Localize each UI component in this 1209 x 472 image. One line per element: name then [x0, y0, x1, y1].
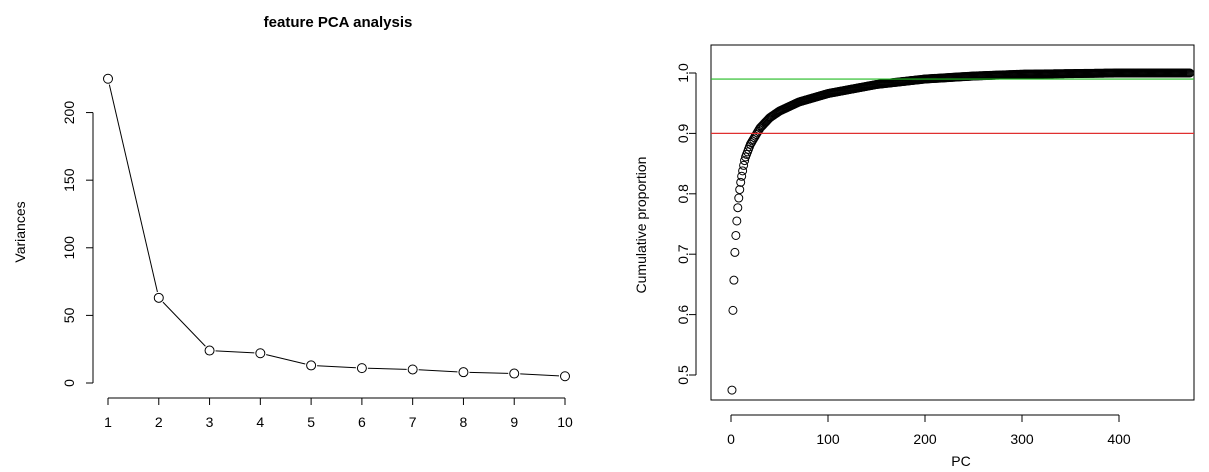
cumulative-plot-axes [689, 72, 1120, 422]
cumulative-plot-tick-labels: 0 100 200 300 400 0.5 0.6 0.7 0.8 0.9 1.0 [675, 63, 1131, 447]
cumulative-point [730, 247, 740, 257]
x-tick-label: 400 [1107, 431, 1131, 447]
cumulative-plot-marks [727, 68, 1195, 395]
cumulative-point [1185, 68, 1195, 78]
cumulative-point [731, 230, 741, 240]
y-tick-label: 0.6 [675, 305, 691, 325]
y-tick-label: 0 [61, 379, 77, 387]
y-tick-label: 200 [61, 101, 77, 125]
variance-point [560, 371, 570, 382]
variance-line-segment [367, 367, 407, 370]
x-tick-label: 3 [206, 414, 214, 430]
x-tick-label: 10 [557, 414, 573, 430]
x-tick-label: 1 [104, 414, 112, 430]
x-tick-label: 5 [307, 414, 315, 430]
scree-plot-title: feature PCA analysis [264, 14, 413, 31]
cumulative-plot-box [710, 44, 1195, 401]
x-tick-label: 0 [727, 431, 735, 447]
x-tick-label: 4 [256, 414, 264, 430]
cumulative-plot-reference-lines [711, 78, 1194, 134]
variance-point [509, 368, 520, 379]
y-tick-label: 0.5 [675, 365, 691, 385]
x-tick-label: 300 [1010, 431, 1034, 447]
cumulative-point [733, 203, 743, 213]
cumulative-proportion-plot: PC Cumulative proportion 0 100 200 300 400 0.… [633, 44, 1195, 469]
scree-plot-marks [103, 73, 570, 382]
y-tick-label: 0.8 [675, 184, 691, 204]
y-tick-label: 100 [61, 236, 77, 260]
variance-point [204, 345, 215, 356]
x-tick-label: 6 [358, 414, 366, 430]
variance-line-segment [162, 301, 206, 347]
cumulative-point [735, 185, 745, 195]
cumulative-point [734, 193, 744, 203]
variance-line-segment [469, 371, 509, 374]
x-tick-label: 100 [816, 431, 840, 447]
cumulative-point [740, 156, 750, 166]
y-tick-label: 150 [61, 168, 77, 192]
y-tick-label: 1.0 [675, 63, 691, 83]
cumulative-point [739, 160, 749, 170]
variance-point [103, 73, 113, 84]
variance-line-segment [215, 350, 255, 354]
variance-point [407, 364, 418, 375]
x-tick-label: 200 [913, 431, 937, 447]
x-tick-label: 2 [155, 414, 163, 430]
y-tick-label: 0.7 [675, 244, 691, 264]
y-tick-label: 0.9 [675, 123, 691, 143]
variance-point [255, 348, 266, 359]
cumulative-point [729, 275, 739, 285]
cumulative-point [738, 166, 748, 176]
x-tick-label: 8 [460, 414, 468, 430]
variance-line-segment [418, 369, 458, 373]
variance-line-segment [108, 84, 158, 293]
cumulative-point [732, 216, 742, 226]
x-tick-label: 9 [510, 414, 518, 430]
scree-plot-y-axis-label: Variances [12, 201, 28, 262]
scree-plot-axes [86, 112, 566, 405]
cumulative-point [736, 177, 746, 187]
scree-plot: feature PCA analysis Variances 1 2 3 4 5 6 7 8 9… [12, 14, 573, 430]
variance-point [153, 292, 164, 303]
variance-line-segment [317, 365, 356, 369]
variance-line-segment [520, 373, 560, 377]
cumulative-plot-y-axis-label: Cumulative proportion [633, 157, 649, 294]
cumulative-point [737, 171, 747, 181]
y-tick-label: 50 [61, 307, 77, 323]
cumulative-point [727, 385, 737, 395]
cumulative-plot-x-axis-label: PC [951, 453, 970, 469]
x-tick-label: 7 [409, 414, 417, 430]
variance-line-segment [266, 354, 306, 365]
variance-point [306, 360, 317, 371]
cumulative-point [728, 305, 738, 315]
variance-point [356, 363, 367, 374]
variance-point [458, 367, 469, 378]
